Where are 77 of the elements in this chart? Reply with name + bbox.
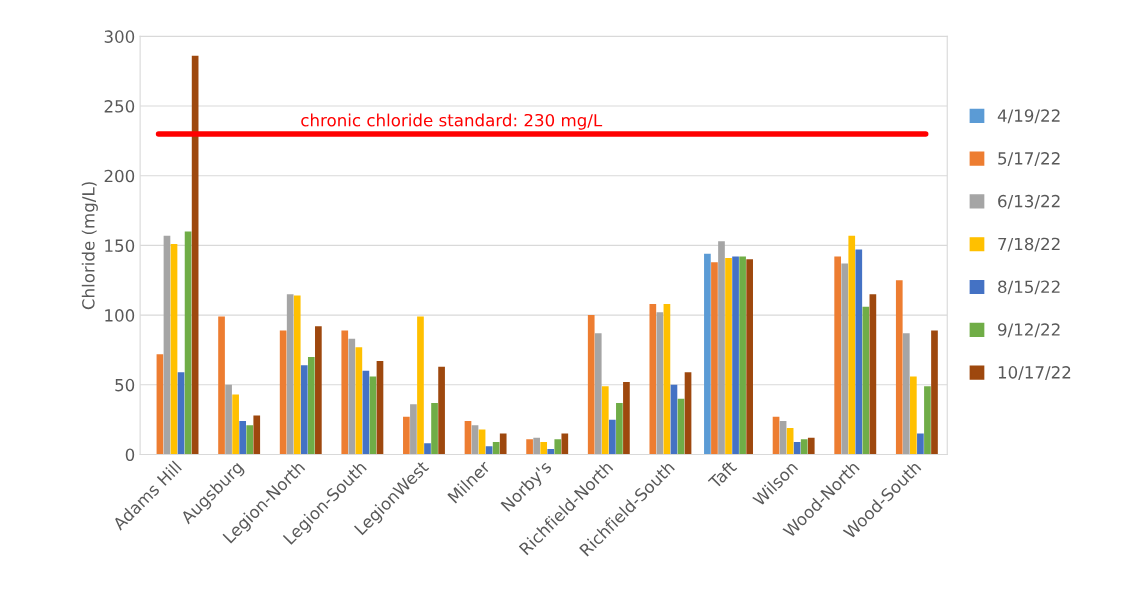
bar	[910, 376, 917, 455]
y-tick-label: 250	[104, 100, 135, 113]
legend-label: 7/18/22	[998, 237, 1060, 252]
bar	[902, 333, 910, 455]
legend-label: 5/17/22	[998, 152, 1060, 166]
bar	[711, 262, 718, 455]
y-tick-label: 100	[105, 309, 135, 322]
bar	[533, 437, 540, 455]
bar	[746, 259, 753, 455]
bar	[793, 441, 801, 455]
bar	[307, 356, 315, 455]
bar	[841, 263, 849, 455]
bar	[540, 441, 548, 455]
bar	[587, 315, 595, 455]
bar	[218, 316, 225, 455]
bar	[807, 437, 815, 455]
legend-label: 10/17/22	[998, 366, 1071, 380]
bar	[732, 256, 739, 455]
bar	[739, 256, 746, 455]
legend-label: 6/13/22	[998, 194, 1060, 209]
bar	[348, 338, 356, 455]
y-tick-label: 0	[125, 448, 135, 462]
bar	[246, 425, 254, 455]
bar	[184, 231, 192, 455]
bar	[623, 382, 630, 455]
bar	[594, 333, 602, 455]
bar	[293, 295, 301, 455]
x-tick-label: Taft	[707, 459, 738, 490]
bar	[616, 402, 623, 455]
bar	[232, 394, 239, 455]
bar	[341, 330, 349, 455]
bar	[656, 312, 664, 455]
bar	[431, 402, 438, 455]
bar	[300, 365, 308, 455]
bar	[225, 384, 232, 455]
y-axis-title: Chloride (mg/L)	[81, 182, 98, 310]
bar	[608, 419, 616, 455]
bar	[438, 366, 445, 455]
bar	[492, 441, 500, 455]
bar	[718, 241, 725, 455]
bar	[725, 257, 732, 455]
bar	[369, 376, 377, 455]
bar	[917, 433, 924, 455]
bar	[931, 330, 938, 455]
y-tick-label: 300	[104, 30, 135, 43]
bar	[834, 256, 842, 455]
legend-label: 4/19/22	[997, 109, 1060, 124]
bar	[286, 294, 294, 455]
bar	[800, 439, 808, 455]
bar	[704, 253, 711, 455]
bar	[924, 386, 931, 455]
bar	[862, 306, 870, 455]
bar	[410, 404, 417, 455]
bar	[424, 443, 431, 455]
y-tick-label: 50	[115, 378, 135, 392]
bar	[554, 439, 562, 455]
legend-label: 9/12/22	[998, 323, 1060, 338]
bar	[869, 294, 877, 455]
y-tick-label: 150	[105, 239, 135, 252]
bar	[315, 326, 322, 455]
bar	[649, 303, 657, 455]
bar	[601, 386, 609, 455]
bar	[417, 316, 424, 455]
bar	[499, 433, 507, 455]
bar	[403, 416, 410, 455]
bar	[253, 415, 261, 455]
bar	[561, 433, 569, 455]
legend-label: 8/15/22	[998, 280, 1060, 295]
y-tick-label: 200	[104, 169, 135, 183]
bar	[547, 448, 555, 455]
ref-line-label: chronic chloride standard: 230 mg/L	[301, 113, 603, 130]
bar	[855, 249, 863, 455]
bar	[279, 330, 287, 455]
bar	[895, 280, 903, 455]
bar	[526, 439, 533, 455]
bar	[239, 421, 247, 455]
bar	[848, 235, 856, 455]
